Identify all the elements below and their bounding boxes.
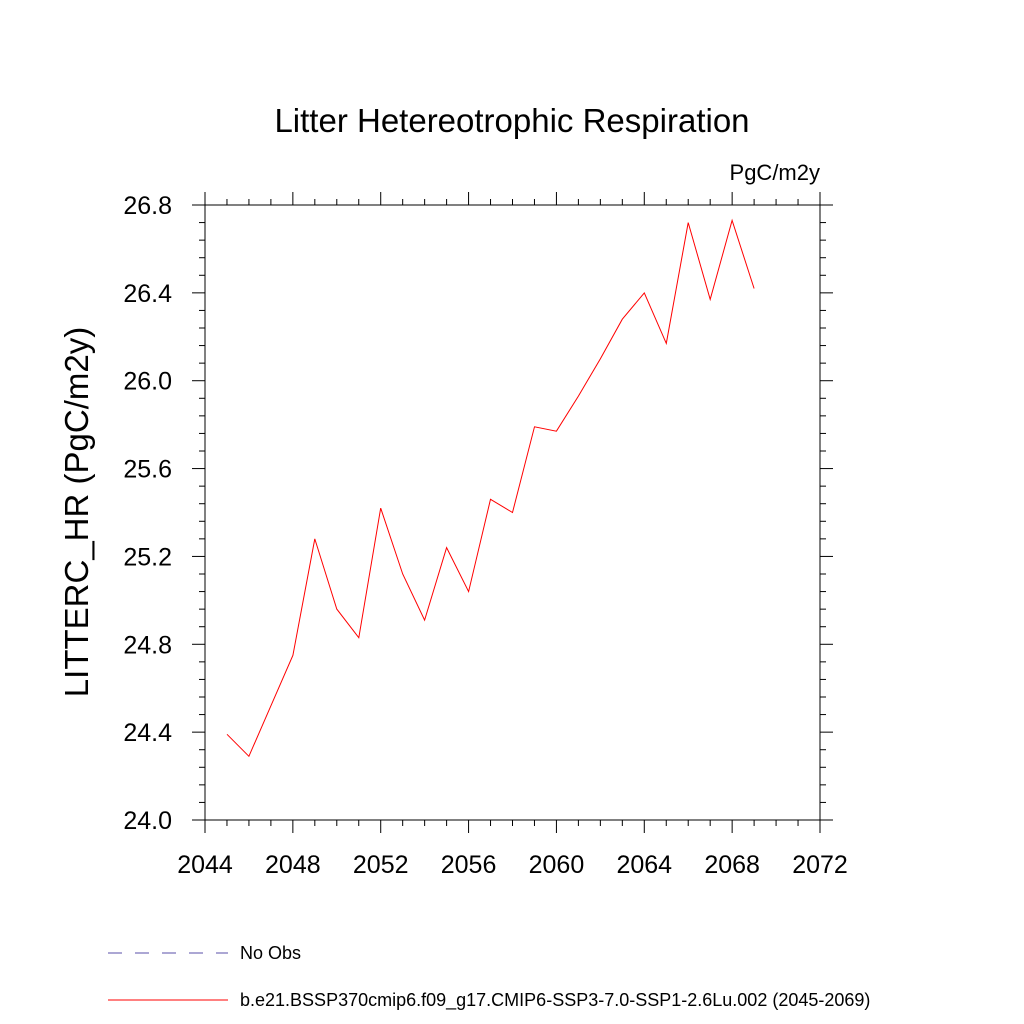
- y-axis-label: LITTERC_HR (PgC/m2y): [58, 327, 95, 697]
- y-tick-label: 24.4: [123, 719, 172, 747]
- x-tick-label: 2044: [177, 851, 233, 879]
- y-tick-label: 24.8: [123, 631, 172, 659]
- x-tick-label: 2060: [529, 851, 585, 879]
- chart-title: Litter Hetereotrophic Respiration: [274, 102, 749, 139]
- series-layer: [226, 218, 755, 758]
- x-tick-label: 2048: [265, 851, 321, 879]
- units-label: PgC/m2y: [730, 160, 820, 185]
- x-tick-label: 2068: [704, 851, 760, 879]
- y-tick-label: 26.4: [123, 280, 172, 308]
- y-tick-label: 26.8: [123, 192, 172, 220]
- y-tick-label: 25.2: [123, 543, 172, 571]
- legend-label: No Obs: [240, 943, 301, 963]
- x-tick-label: 2056: [441, 851, 497, 879]
- y-tick-label: 25.6: [123, 456, 172, 484]
- series-line: [226, 218, 755, 758]
- x-tick-label: 2052: [353, 851, 409, 879]
- axis-ticks: 2044 2048 2052 2056 2060 2064 2068 2072 24.0 24.4…: [123, 192, 848, 879]
- y-tick-label: 26.0: [123, 368, 172, 396]
- legend-label: b.e21.BSSP370cmip6.f09_g17.CMIP6-SSP3-7.…: [240, 990, 870, 1011]
- legend: No Obs b.e21.BSSP370cmip6.f09_g17.CMIP6-S…: [108, 943, 870, 1011]
- x-tick-label: 2064: [616, 851, 672, 879]
- y-tick-label: 24.0: [123, 807, 172, 835]
- x-tick-label: 2072: [792, 851, 848, 879]
